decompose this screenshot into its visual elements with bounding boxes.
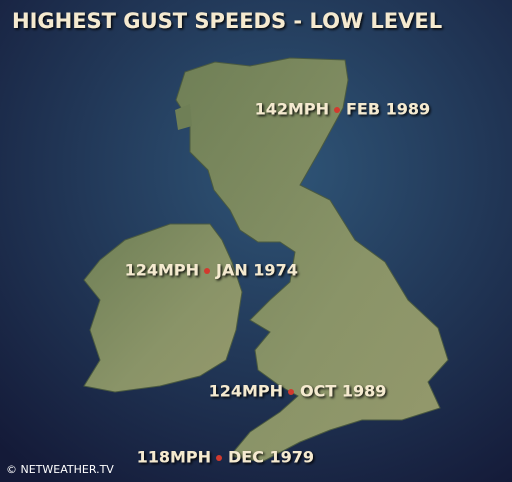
marker-speed: 118MPH [137,448,211,467]
marker-speed: 142MPH [255,100,329,119]
markers: 142MPH FEB 1989 124MPH JAN 1974 124MPH OCT 19… [125,100,431,467]
great-britain [175,57,449,463]
marker-speed: 124MPH [209,382,283,401]
ireland [83,223,243,393]
marker-speed: 124MPH [125,261,199,280]
marker-date: FEB 1989 [346,100,430,119]
island [175,104,192,130]
marker-dot [204,268,210,274]
marker-date: DEC 1979 [228,448,314,467]
marker-dot [288,389,294,395]
title: HIGHEST GUST SPEEDS - LOW LEVEL [12,9,442,33]
marker-dot [216,455,222,461]
marker-dot [334,107,340,113]
marker-date: JAN 1974 [215,261,298,280]
marker-date: OCT 1989 [300,382,386,401]
copyright: © NETWEATHER.TV [6,463,114,476]
